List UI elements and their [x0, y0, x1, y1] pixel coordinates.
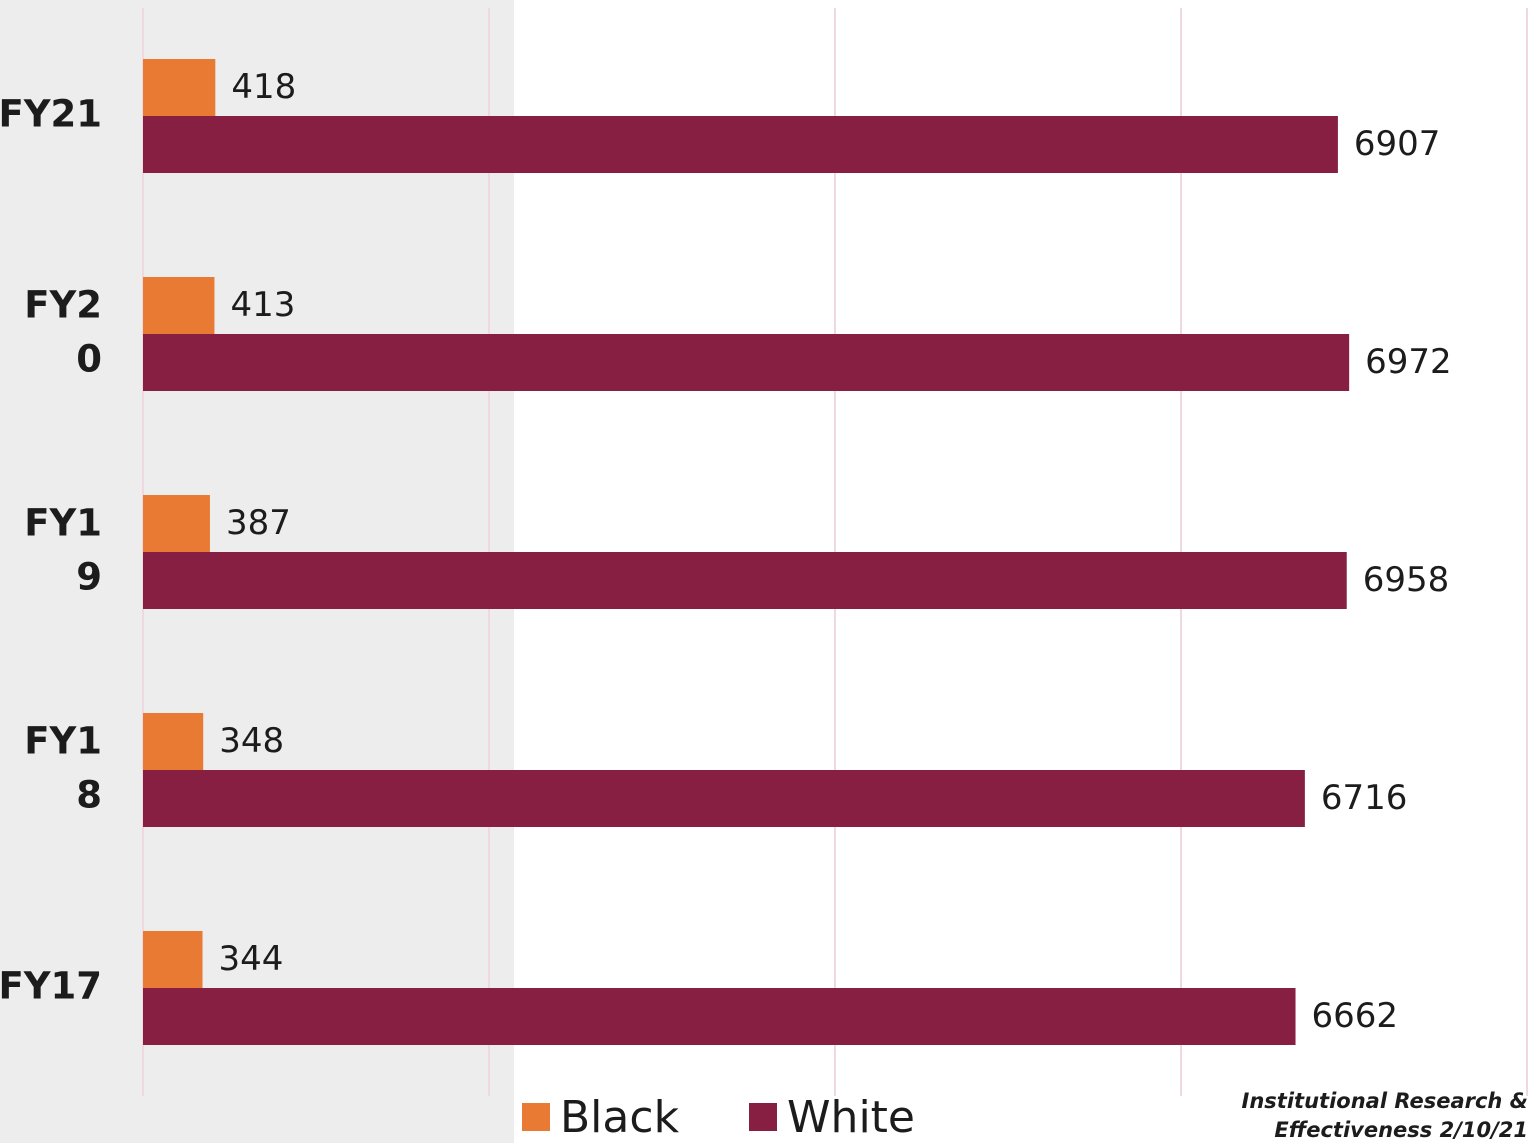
category-label-1-line-1: 0 [76, 338, 102, 381]
category-label-4-line-0: FY17 [0, 965, 102, 1008]
bar-white-3 [143, 770, 1305, 827]
category-label-2-line-0: FY1 [24, 502, 102, 545]
legend-label-black: Black [560, 1091, 680, 1143]
data-label-white-4: 6662 [1312, 996, 1399, 1036]
bar-white-4 [143, 988, 1296, 1045]
category-label-3-line-1: 8 [76, 774, 102, 817]
data-label-black-0: 418 [231, 67, 296, 107]
legend: Black White [522, 1092, 915, 1143]
bar-white-2 [143, 552, 1347, 609]
credit-line-2: Effectiveness 2/10/21 [1274, 1118, 1528, 1142]
category-label-0-line-0: FY21 [0, 93, 102, 136]
legend-swatch-black [522, 1103, 550, 1131]
legend-label-white: White [787, 1091, 915, 1143]
bar-black-4 [143, 931, 203, 988]
legend-item-white: White [749, 1092, 915, 1143]
data-label-white-0: 6907 [1354, 124, 1441, 164]
bar-black-0 [143, 59, 216, 116]
bar-black-1 [143, 277, 215, 334]
data-label-black-3: 348 [219, 721, 284, 761]
category-label-2-line-1: 9 [76, 556, 102, 599]
category-label-3-line-0: FY1 [24, 720, 102, 763]
bar-white-0 [143, 116, 1338, 173]
bar-black-3 [143, 713, 204, 770]
credit-line-1: Institutional Research & [1241, 1089, 1528, 1113]
data-label-black-1: 413 [230, 285, 295, 325]
data-label-white-1: 6972 [1365, 342, 1452, 382]
data-label-white-2: 6958 [1363, 560, 1450, 600]
data-label-black-4: 344 [219, 939, 284, 979]
category-label-1-line-0: FY2 [24, 284, 102, 327]
legend-swatch-white [749, 1103, 778, 1131]
source-credit: Institutional Research & Effectiveness 2… [1242, 1087, 1528, 1145]
bar-white-1 [143, 334, 1350, 391]
data-label-white-3: 6716 [1321, 778, 1408, 818]
legend-item-black: Black [522, 1092, 679, 1143]
bar-black-2 [143, 495, 210, 552]
data-label-black-2: 387 [226, 503, 291, 543]
